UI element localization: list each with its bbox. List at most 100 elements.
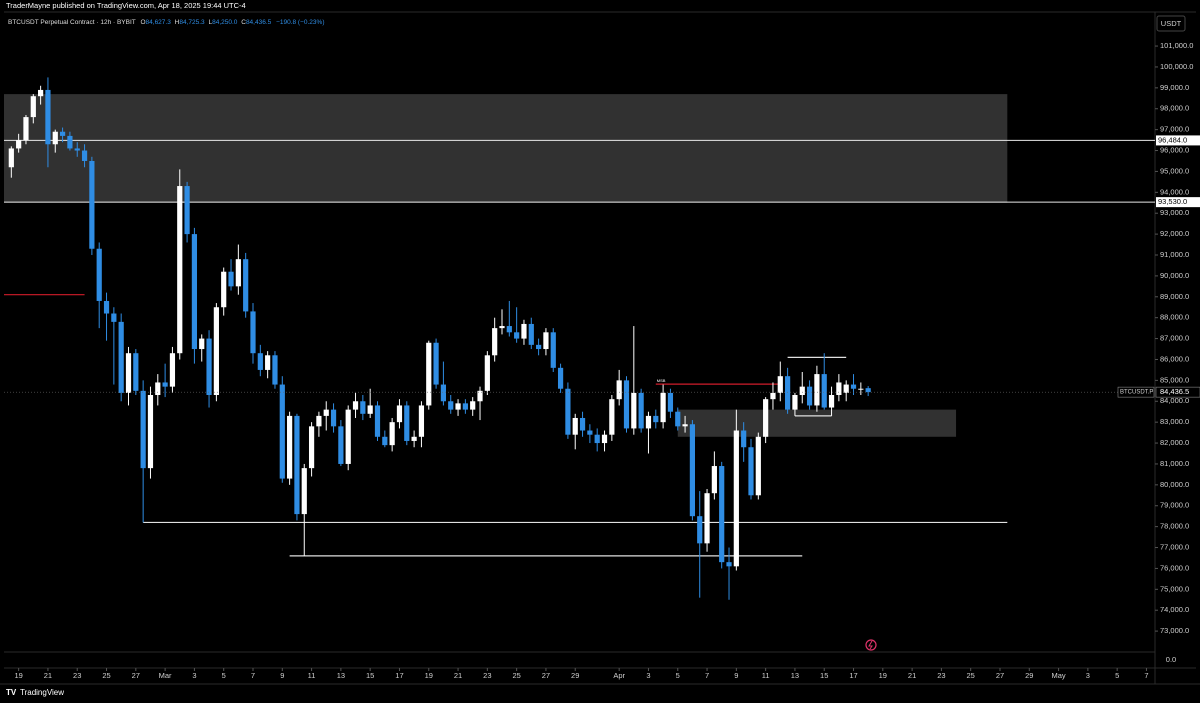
plot: 73,000.0 74,000.0 75,000.0 76,000.0 77,000.0… (4, 41, 1200, 680)
candle-body (785, 376, 791, 410)
y-tick-label: 88,000.0 (1160, 313, 1189, 322)
x-tick-label: Apr (613, 671, 625, 680)
candle-body (199, 338, 205, 350)
candle-body (675, 411, 681, 427)
candle-body (155, 382, 161, 395)
candle-body (455, 403, 461, 410)
x-tick-label: 25 (512, 671, 520, 680)
candle-body (433, 342, 439, 385)
legend-value: 84,436.5 (246, 19, 272, 26)
candle-body (45, 89, 51, 145)
y-tick-label: 76,000.0 (1160, 563, 1189, 572)
legend-value: 84,250.0 (212, 19, 238, 26)
candle-body (89, 160, 95, 249)
y-tick-label: 91,000.0 (1160, 250, 1189, 259)
candle-body (279, 384, 285, 479)
x-tick-label: 13 (791, 671, 799, 680)
x-tick-label: 29 (571, 671, 579, 680)
currency[interactable]: USDT (1161, 19, 1182, 28)
candle-body (741, 430, 747, 448)
candle-body (426, 342, 432, 406)
legend-value: 84,627.3 (146, 19, 172, 26)
y-tick-label: 83,000.0 (1160, 417, 1189, 426)
x-tick-label: 11 (308, 671, 316, 680)
legend-change: −190.8 (−0.23%) (276, 19, 324, 26)
candle-body (235, 259, 241, 287)
candle-body (111, 313, 117, 322)
candle-body (484, 355, 490, 391)
price-label: 84,436.5 (1160, 387, 1189, 396)
candle-body (594, 434, 600, 444)
x-tick-label: 23 (937, 671, 945, 680)
y-tick-label: 75,000.0 (1160, 584, 1189, 593)
x-tick-label: 25 (967, 671, 975, 680)
x-tick-label: May (1051, 671, 1065, 680)
y-tick-label: 93,000.0 (1160, 208, 1189, 217)
candle-body (103, 300, 110, 314)
candle-body (748, 447, 754, 496)
x-tick-label: 5 (1115, 671, 1119, 680)
candle-body (330, 409, 337, 427)
alert-icon[interactable] (865, 639, 877, 651)
x-tick-label: 15 (820, 671, 828, 680)
symbol: BTCUSDT Perpetual Contract · 12h · BYBIT (8, 19, 136, 26)
candle-body (521, 323, 527, 339)
candle-body (492, 328, 498, 356)
x-tick-label: 27 (132, 671, 140, 680)
candle-body (631, 392, 637, 429)
y-tick-label: 89,000.0 (1160, 292, 1189, 301)
candle-body (374, 405, 381, 437)
candle-body (316, 415, 322, 427)
candle-body (821, 374, 827, 408)
y-tick-label: 77,000.0 (1160, 543, 1189, 552)
legend-key: L (208, 19, 212, 26)
candle-body (169, 353, 176, 387)
x-tick-label: 7 (251, 671, 255, 680)
candle-body (616, 380, 622, 400)
candle-body (287, 415, 293, 479)
y-tick-label: 97,000.0 (1160, 125, 1189, 134)
candle-body (243, 259, 249, 312)
currency-box[interactable] (1156, 15, 1186, 32)
x-tick-label: 9 (280, 671, 284, 680)
candle-body (118, 321, 124, 393)
x-tick-label: 5 (676, 671, 680, 680)
candle-body (213, 307, 219, 395)
candle-body (382, 436, 388, 446)
candle-body (543, 332, 549, 350)
candle-body (272, 355, 278, 385)
legend-value: 84,725.3 (179, 19, 205, 26)
zone (4, 94, 1008, 203)
x-tick-label: 11 (762, 671, 770, 680)
y-tick-label: 87,000.0 (1160, 334, 1189, 343)
legend-key: C (241, 19, 246, 26)
sub-pane-label: 0.0 (1166, 655, 1176, 664)
symbol-label: BTCUSDT.P (1120, 390, 1153, 396)
candle-body (550, 332, 556, 368)
x-tick-label: 9 (734, 671, 738, 680)
y-tick-label: 74,000.0 (1160, 605, 1189, 614)
x-tick-label: 19 (14, 671, 22, 680)
candle-body (719, 466, 725, 563)
symbol-box (1117, 386, 1155, 398)
candle-body (74, 148, 80, 151)
candle-body (477, 390, 483, 402)
candle-body (52, 131, 58, 145)
candle-body (843, 384, 849, 393)
candle-body (23, 117, 29, 141)
candle-body (755, 436, 761, 496)
candle-body (184, 186, 190, 235)
candle-body (601, 434, 608, 444)
candle-body (30, 96, 36, 118)
candle-body (565, 388, 571, 435)
candle-body (667, 392, 674, 412)
candle-body (16, 140, 22, 149)
alert-icon (868, 640, 873, 650)
candle-body (865, 388, 871, 393)
x-tick-label: 7 (705, 671, 709, 680)
candle-body (448, 401, 454, 410)
candle-body (140, 390, 146, 469)
y-tick-label: 86,000.0 (1160, 354, 1189, 363)
x-tick-label: 21 (908, 671, 916, 680)
x-tick-label: 25 (102, 671, 110, 680)
